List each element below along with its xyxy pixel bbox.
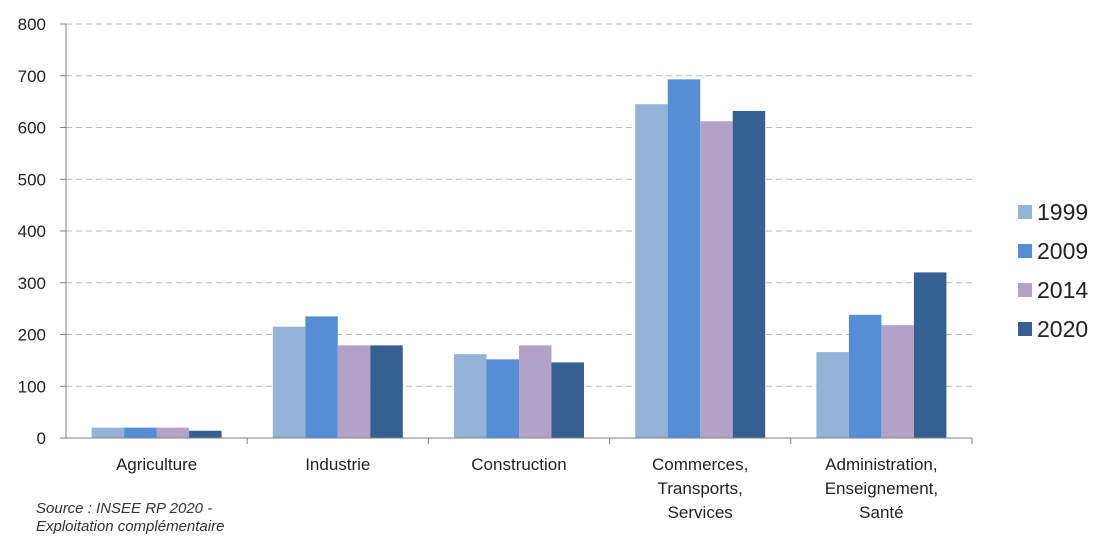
- x-axis: Agriculture Industrie Construction Commerce…: [66, 437, 973, 522]
- y-tick-label: 700: [18, 67, 46, 86]
- y-tick-label: 400: [18, 222, 46, 241]
- y-tick-label: 100: [18, 377, 46, 396]
- legend-swatch-1999: [1018, 205, 1032, 219]
- bars: [91, 79, 947, 439]
- bar-2020: [913, 272, 947, 438]
- y-tick-label: 800: [18, 15, 46, 34]
- bar-2020: [370, 345, 403, 438]
- legend-label-1999: 1999: [1037, 199, 1088, 225]
- bar-2014: [337, 345, 371, 438]
- grid-lines: [66, 23, 972, 387]
- bar-1999: [91, 427, 125, 438]
- bar-2014: [881, 325, 914, 438]
- bar-2009: [848, 314, 882, 438]
- y-tick-label: 300: [18, 274, 46, 293]
- bar-2020: [551, 362, 584, 438]
- bar-2014: [156, 427, 190, 438]
- source-line-2: Exploitation complémentaire: [36, 518, 225, 535]
- bar-2009: [486, 359, 519, 438]
- x-category-label: Construction: [471, 455, 566, 474]
- bar-2014: [519, 345, 552, 438]
- source-line-1: Source : INSEE RP 2020 -: [36, 500, 213, 517]
- bar-2020: [732, 110, 766, 438]
- y-tick-label: 200: [18, 326, 46, 345]
- x-category-label: Commerces, Transports, Services: [652, 455, 748, 522]
- x-category-label: Industrie: [305, 455, 370, 474]
- y-tick-label: 600: [18, 119, 46, 138]
- legend-swatch-2020: [1018, 322, 1032, 336]
- bar-1999: [454, 354, 487, 438]
- source-note: Source : INSEE RP 2020 - Exploitation co…: [36, 500, 224, 536]
- bar-2014: [700, 121, 733, 438]
- bar-1999: [272, 326, 306, 438]
- y-tick-label: 0: [37, 429, 46, 448]
- bar-2009: [305, 316, 338, 438]
- legend-label-2009: 2009: [1037, 238, 1088, 264]
- bar-2020: [189, 430, 222, 438]
- x-category-label: Administration, Enseignement, Santé: [825, 455, 938, 522]
- legend: 1999 2009 2014 2020: [1018, 199, 1088, 342]
- legend-swatch-2014: [1018, 283, 1032, 297]
- legend-label-2014: 2014: [1037, 277, 1088, 303]
- x-category-label: Agriculture: [116, 455, 197, 474]
- bar-1999: [635, 104, 668, 439]
- bar-2009: [124, 427, 157, 438]
- legend-swatch-2009: [1018, 244, 1032, 258]
- bar-1999: [816, 352, 849, 438]
- y-tick-label: 500: [18, 170, 46, 189]
- legend-label-2020: 2020: [1037, 316, 1088, 342]
- y-axis: 0 100 200 300 400 500 600 700 800: [18, 15, 67, 448]
- bar-2009: [667, 79, 701, 438]
